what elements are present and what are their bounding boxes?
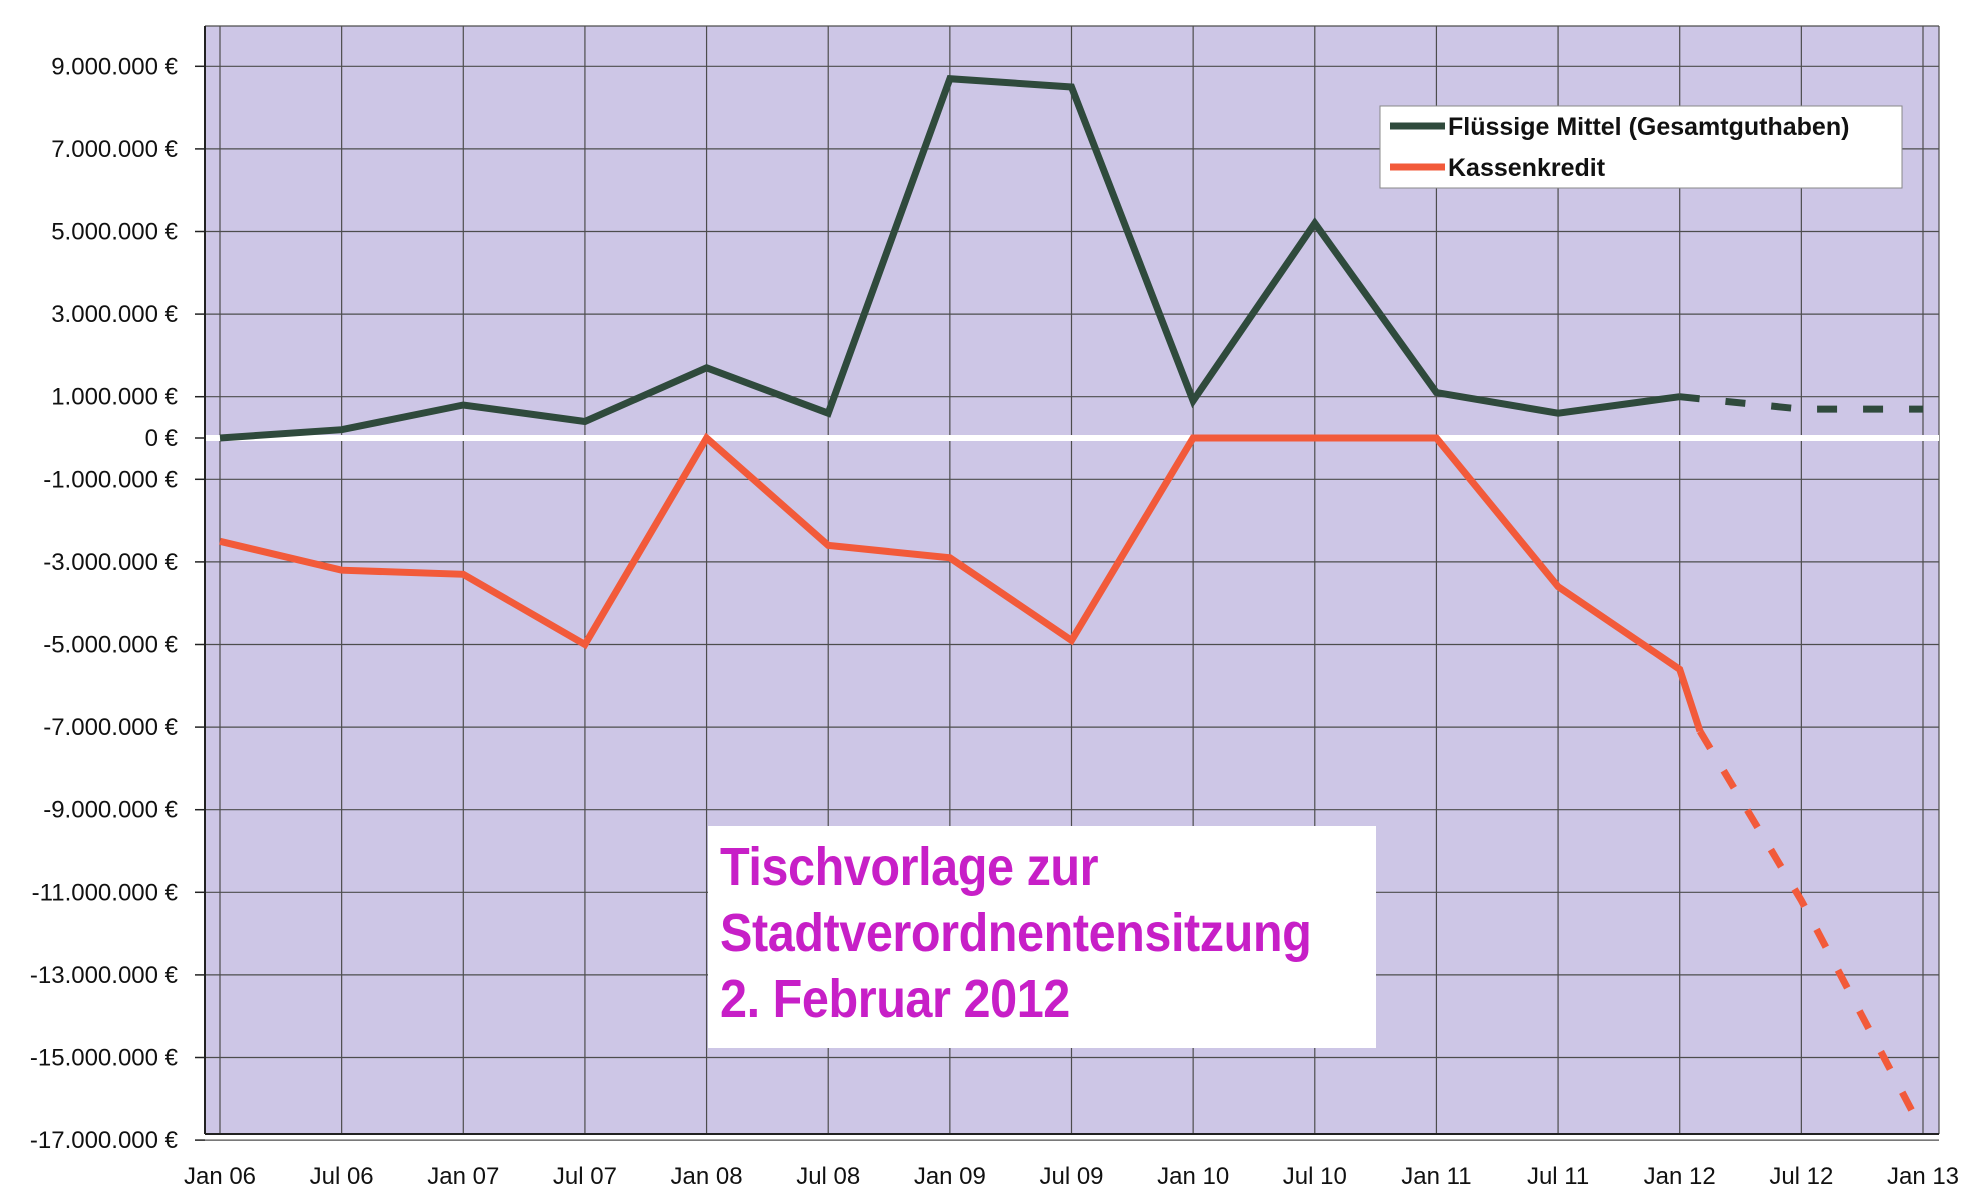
annotation-box: Tischvorlage zur Stadtverordnentensitzun… xyxy=(708,826,1376,1048)
x-tick-label: Jan 09 xyxy=(914,1163,986,1190)
x-tick-label: Jul 08 xyxy=(796,1163,860,1190)
y-tick-label: -7.000.000 € xyxy=(43,714,178,741)
y-tick-label: -9.000.000 € xyxy=(43,797,178,824)
x-tick-label: Jan 07 xyxy=(427,1163,499,1190)
series-projection-kassenkredit xyxy=(1696,729,1927,1134)
x-tick-label: Jul 10 xyxy=(1283,1163,1347,1190)
legend-box xyxy=(1379,105,1903,189)
y-tick-label: -1.000.000 € xyxy=(43,466,178,493)
legend-label-fluessige-mittel: Flüssige Mittel (Gesamtguthaben) xyxy=(1448,113,1849,141)
x-tick-label: Jan 13 xyxy=(1887,1163,1959,1190)
x-tick-label: Jul 09 xyxy=(1039,1163,1103,1190)
x-tick-label: Jan 06 xyxy=(184,1163,256,1190)
legend: Flüssige Mittel (Gesamtguthaben) Kassenk… xyxy=(1379,105,1903,189)
x-tick-label: Jan 10 xyxy=(1157,1163,1229,1190)
y-tick-label: -5.000.000 € xyxy=(43,632,178,659)
y-tick-label: -3.000.000 € xyxy=(43,549,178,576)
annotation-line-1: Tischvorlage zur xyxy=(720,837,1099,897)
y-tick-label: 3.000.000 € xyxy=(51,301,178,328)
series-projection-fluessige-mittel xyxy=(1679,393,1923,413)
y-tick-label: 1.000.000 € xyxy=(51,384,178,411)
y-tick-label: -13.000.000 € xyxy=(30,962,179,989)
x-tick-label: Jan 08 xyxy=(671,1163,743,1190)
x-tick-label: Jan 12 xyxy=(1644,1163,1716,1190)
y-tick-label: 0 € xyxy=(145,425,179,452)
x-tick-label: Jul 07 xyxy=(553,1163,617,1190)
x-tick-label: Jul 11 xyxy=(1527,1163,1589,1190)
legend-label-kassenkredit: Kassenkredit xyxy=(1448,154,1606,182)
annotation-line-3: 2. Februar 2012 xyxy=(720,969,1070,1029)
y-tick-label: -11.000.000 € xyxy=(32,879,179,906)
series-line-kassenkredit xyxy=(219,432,1704,733)
x-tick-label: Jul 12 xyxy=(1769,1163,1833,1190)
x-tick-label: Jul 06 xyxy=(310,1163,374,1190)
y-tick-label: 7.000.000 € xyxy=(51,136,178,163)
y-axis: 9.000.000 € 7.000.000 € 5.000.000 € 3.000.0… xyxy=(30,26,206,1154)
x-tick-label: Jan 11 xyxy=(1401,1163,1471,1190)
x-axis: Jan 06 Jul 06 Jan 07 Jul 07 Jan 08 Jul 08 Jan … xyxy=(184,1133,1959,1190)
y-tick-label: 9.000.000 € xyxy=(51,53,178,80)
y-tick-label: -17.000.000 € xyxy=(30,1127,179,1154)
annotation-line-2: Stadtverordnentensitzung xyxy=(720,903,1312,963)
series-layer xyxy=(219,75,1927,1134)
y-tick-label: 5.000.000 € xyxy=(51,219,178,246)
y-tick-label: -15.000.000 € xyxy=(30,1045,179,1072)
